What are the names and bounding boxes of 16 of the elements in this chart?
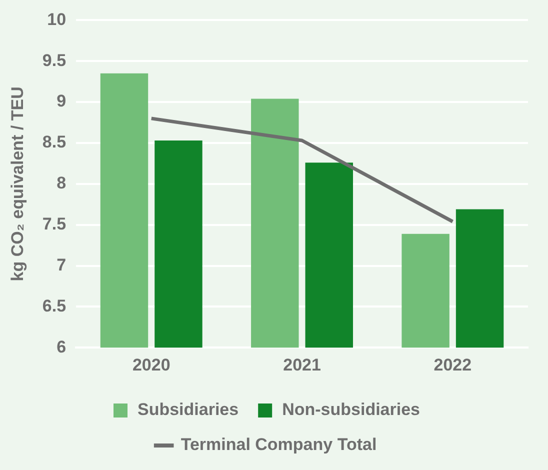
y-axis-title: kg CO₂ equivalent / TEU (8, 86, 27, 282)
y-tick-label: 7.5 (42, 214, 66, 234)
x-tick-label: 2021 (283, 355, 321, 374)
y-tick-label: 6 (56, 337, 66, 356)
y-tick-label: 9 (56, 92, 66, 111)
legend-label: Terminal Company Total (180, 435, 377, 454)
y-tick-label: 8 (56, 174, 66, 193)
y-tick-label: 9.5 (42, 50, 66, 70)
y-tick-label: 6.5 (42, 296, 66, 316)
y-tick-label: 10 (47, 10, 66, 29)
y-tick-label: 7 (56, 255, 66, 274)
legend-label: Subsidiaries (137, 400, 239, 420)
x-tick-label: 2022 (434, 355, 472, 374)
y-tick-label: 8.5 (42, 132, 66, 152)
x-tick-label: 2020 (132, 355, 170, 374)
legend-label: Non-subsidiaries (282, 400, 420, 420)
